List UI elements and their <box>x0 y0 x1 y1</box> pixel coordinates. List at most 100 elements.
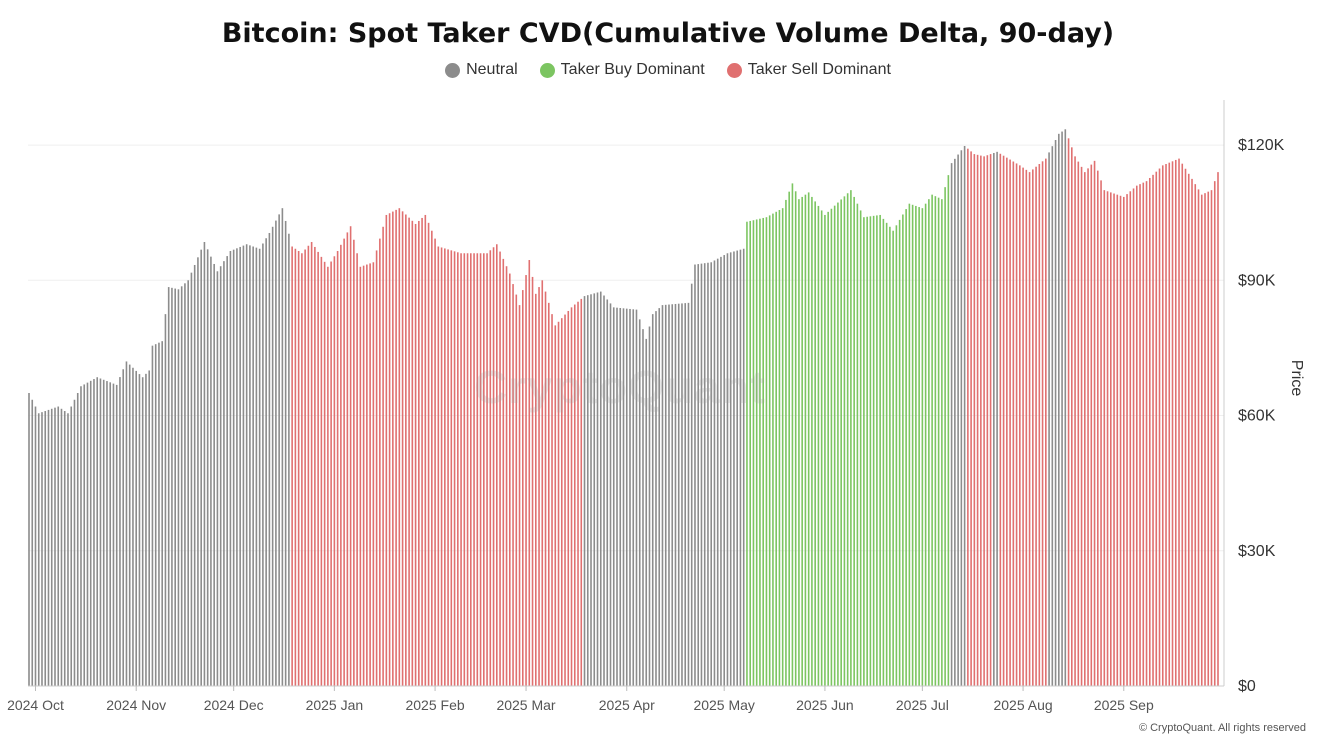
price-bar[interactable] <box>950 163 953 687</box>
price-bar[interactable] <box>1051 146 1054 686</box>
price-bar[interactable] <box>1194 184 1197 686</box>
price-bar[interactable] <box>1035 166 1037 686</box>
price-bar[interactable] <box>1097 170 1099 686</box>
price-bar[interactable] <box>1145 181 1148 686</box>
price-bar[interactable] <box>586 295 589 686</box>
legend-item-taker-sell-dominant[interactable]: Taker Sell Dominant <box>726 61 891 79</box>
price-bar[interactable] <box>538 287 540 686</box>
price-bar[interactable] <box>138 374 141 686</box>
price-bar[interactable] <box>1139 184 1141 686</box>
price-bar[interactable] <box>752 220 755 686</box>
price-bar[interactable] <box>395 209 397 687</box>
price-bar[interactable] <box>843 196 846 686</box>
price-bar[interactable] <box>1126 194 1128 686</box>
price-bar[interactable] <box>440 247 443 686</box>
price-bar[interactable] <box>333 256 336 686</box>
price-bar[interactable] <box>892 230 894 686</box>
price-bar[interactable] <box>278 214 280 686</box>
price-bar[interactable] <box>414 223 417 686</box>
price-bar[interactable] <box>437 246 440 687</box>
price-bar[interactable] <box>720 256 722 686</box>
price-bar[interactable] <box>859 210 862 686</box>
price-bar[interactable] <box>63 411 66 686</box>
price-bar[interactable] <box>184 283 186 686</box>
price-bar[interactable] <box>580 298 583 686</box>
price-bar[interactable] <box>180 286 183 686</box>
price-bar[interactable] <box>1168 162 1171 686</box>
price-bar[interactable] <box>648 326 651 686</box>
price-bar[interactable] <box>200 249 202 686</box>
price-bar[interactable] <box>1165 164 1167 686</box>
price-bar[interactable] <box>1181 163 1184 687</box>
price-bar[interactable] <box>83 384 86 686</box>
price-bar[interactable] <box>304 249 306 686</box>
price-bar[interactable] <box>216 271 219 686</box>
price-bar[interactable] <box>512 284 514 686</box>
price-bar[interactable] <box>781 208 784 686</box>
price-bar[interactable] <box>658 308 661 686</box>
price-bar[interactable] <box>427 222 430 686</box>
price-bar[interactable] <box>876 215 878 686</box>
price-bar[interactable] <box>392 211 394 686</box>
price-bar[interactable] <box>674 303 677 686</box>
price-bar[interactable] <box>1009 159 1011 686</box>
price-bar[interactable] <box>102 379 105 686</box>
price-bar[interactable] <box>707 262 709 686</box>
price-bar[interactable] <box>1093 160 1096 687</box>
price-bar[interactable] <box>609 303 612 686</box>
price-bar[interactable] <box>1178 158 1180 687</box>
price-bar[interactable] <box>265 238 267 687</box>
price-bar[interactable] <box>466 253 469 686</box>
price-bar[interactable] <box>223 261 225 686</box>
price-bar[interactable] <box>547 302 550 686</box>
price-bar[interactable] <box>44 411 47 686</box>
price-bar[interactable] <box>1217 172 1219 686</box>
price-bar[interactable] <box>486 253 488 686</box>
price-bar[interactable] <box>307 245 310 686</box>
price-bar[interactable] <box>301 253 303 686</box>
price-bar[interactable] <box>242 245 245 686</box>
price-bar[interactable] <box>1090 164 1093 687</box>
price-bar[interactable] <box>710 262 713 686</box>
price-bar[interactable] <box>830 208 833 686</box>
price-bar[interactable] <box>619 308 622 686</box>
price-bar[interactable] <box>1002 155 1005 686</box>
price-bar[interactable] <box>47 409 50 686</box>
price-bar[interactable] <box>34 406 37 686</box>
price-bar[interactable] <box>236 248 238 687</box>
price-bar[interactable] <box>1106 191 1109 686</box>
price-bar[interactable] <box>310 241 313 687</box>
price-bar[interactable] <box>928 199 930 687</box>
price-bar[interactable] <box>125 361 128 686</box>
price-bar[interactable] <box>1054 140 1057 686</box>
price-bar[interactable] <box>1110 192 1112 686</box>
price-bar[interactable] <box>700 263 703 686</box>
price-bar[interactable] <box>489 250 492 686</box>
price-bar[interactable] <box>1113 193 1115 686</box>
price-bar[interactable] <box>801 196 803 687</box>
price-bar[interactable] <box>151 345 154 686</box>
price-bar[interactable] <box>1184 168 1187 687</box>
price-bar[interactable] <box>937 197 940 687</box>
price-bar[interactable] <box>115 384 118 686</box>
price-bar[interactable] <box>541 280 544 686</box>
price-bar[interactable] <box>934 196 937 686</box>
price-bar[interactable] <box>954 158 956 686</box>
price-bar[interactable] <box>60 408 63 686</box>
price-bar[interactable] <box>807 192 810 686</box>
price-bar[interactable] <box>898 219 901 686</box>
price-bar[interactable] <box>86 382 89 686</box>
price-bar[interactable] <box>496 244 498 686</box>
price-bar[interactable] <box>967 148 969 686</box>
price-bar[interactable] <box>703 263 706 686</box>
price-bar[interactable] <box>603 295 605 686</box>
price-bar[interactable] <box>1129 191 1132 686</box>
price-bar[interactable] <box>694 264 696 686</box>
price-bar[interactable] <box>424 214 427 686</box>
price-bar[interactable] <box>1064 129 1067 687</box>
price-bar[interactable] <box>239 246 241 686</box>
price-bar[interactable] <box>1041 161 1044 687</box>
price-bar[interactable] <box>889 226 891 686</box>
price-bar[interactable] <box>1045 158 1047 687</box>
price-bar[interactable] <box>814 201 816 687</box>
